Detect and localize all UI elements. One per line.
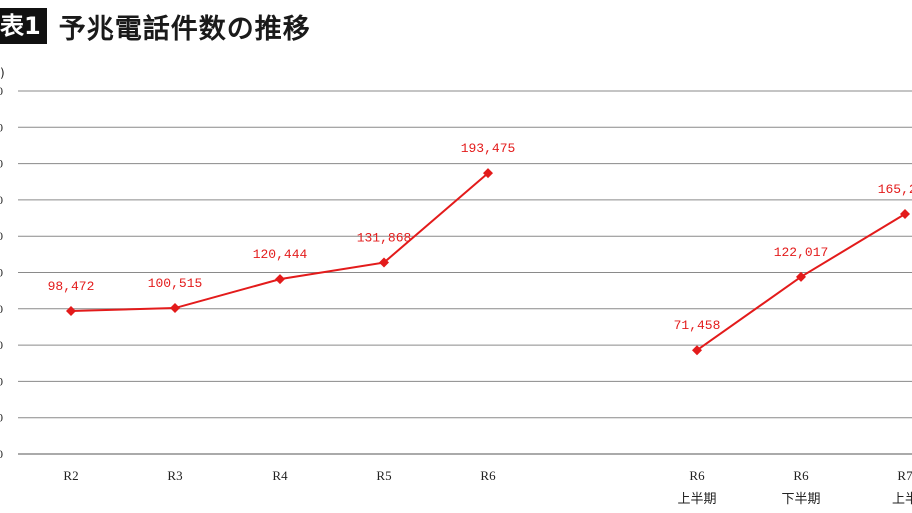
y-tick-label: 25,000 — [0, 411, 3, 425]
data-point — [796, 271, 806, 282]
data-label: 120,444 — [253, 247, 308, 262]
x-tick-label: R6 — [480, 468, 496, 483]
chart-header: 表1 予兆電話件数の推移 — [0, 6, 311, 46]
y-axis-ticks: 0 25,000 50,000 75,000 100,000 125,000 150,000… — [0, 84, 3, 461]
data-point — [900, 208, 910, 219]
y-tick-label: 50,000 — [0, 374, 3, 388]
data-label: 193,475 — [461, 141, 516, 156]
y-tick-label: 75,000 — [0, 338, 3, 352]
y-tick-label: 175,000 — [0, 193, 3, 207]
x-tick-label: 上半 — [892, 491, 912, 506]
x-tick-label: R2 — [63, 468, 78, 483]
x-tick-label: R5 — [376, 468, 391, 483]
data-label: 131,868 — [357, 231, 412, 246]
y-tick-label: 225,000 — [0, 120, 3, 134]
data-labels: 98,472 100,515 120,444 131,868 193,475 71,458… — [48, 141, 912, 333]
x-axis-labels: R2 R3 R4 R5 R6 R6 上半期 R6 下半期 R7 上半 — [63, 468, 912, 506]
x-tick-label: 上半期 — [677, 491, 716, 506]
data-point — [692, 345, 702, 356]
data-label: 100,515 — [148, 276, 203, 291]
data-label: 165,292 — [878, 182, 912, 197]
y-tick-label: 100,000 — [0, 302, 3, 316]
x-tick-label: R7 — [897, 468, 912, 483]
data-points — [66, 168, 910, 356]
data-point — [275, 274, 285, 285]
y-unit-fragment: ) — [0, 66, 5, 80]
data-point — [483, 168, 493, 179]
x-tick-label: R6 — [689, 468, 705, 483]
y-tick-label: 125,000 — [0, 266, 3, 280]
series-line — [696, 213, 906, 352]
x-tick-label: R4 — [272, 468, 288, 483]
data-label: 122,017 — [774, 245, 829, 260]
chart-title: 予兆電話件数の推移 — [58, 13, 311, 45]
data-point — [66, 306, 76, 317]
x-tick-label: 下半期 — [781, 491, 820, 506]
x-tick-label: R6 — [793, 468, 809, 483]
y-tick-label: 250,000 — [0, 84, 3, 98]
y-tick-label: 200,000 — [0, 157, 3, 171]
data-point — [379, 257, 389, 268]
data-label: 71,458 — [674, 318, 721, 333]
y-tick-label: 150,000 — [0, 229, 3, 243]
data-point — [170, 303, 180, 314]
series-line — [70, 172, 489, 313]
y-tick-label: 0 — [0, 447, 3, 461]
data-label: 98,472 — [48, 279, 95, 294]
x-tick-label: R3 — [167, 468, 182, 483]
figure-badge: 表1 — [0, 8, 47, 44]
